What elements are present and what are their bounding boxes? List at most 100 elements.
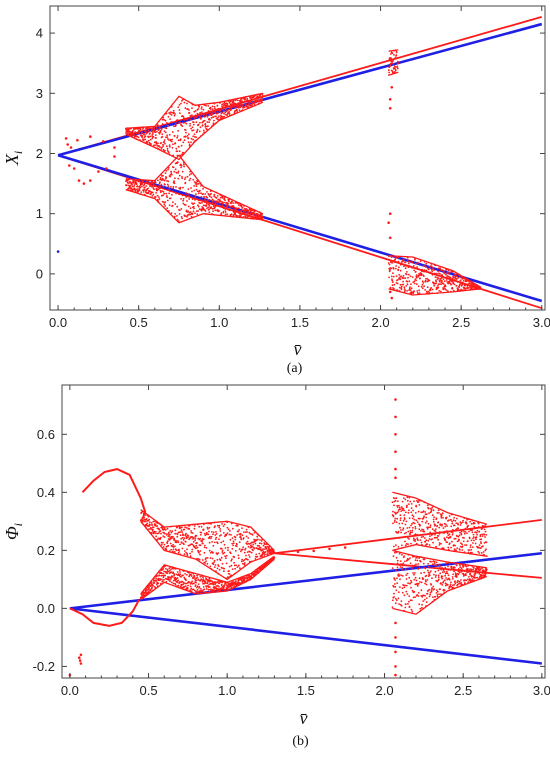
data-point bbox=[388, 71, 390, 74]
data-point bbox=[397, 260, 400, 263]
data-point bbox=[408, 605, 411, 608]
data-point bbox=[437, 509, 440, 512]
data-point bbox=[419, 524, 422, 527]
data-point bbox=[248, 531, 251, 534]
data-point bbox=[416, 499, 418, 502]
data-point bbox=[455, 273, 457, 276]
data-point bbox=[414, 596, 416, 598]
data-point bbox=[163, 536, 166, 538]
data-point bbox=[180, 542, 183, 544]
data-point bbox=[200, 578, 203, 581]
data-point bbox=[420, 541, 423, 544]
data-point bbox=[391, 599, 394, 602]
data-point bbox=[391, 278, 393, 281]
data-point bbox=[237, 530, 240, 533]
data-point bbox=[228, 209, 231, 212]
data-point bbox=[413, 280, 416, 283]
data-point bbox=[410, 586, 412, 589]
data-point bbox=[234, 538, 237, 541]
data-point bbox=[131, 185, 134, 188]
data-point bbox=[477, 546, 480, 549]
data-point bbox=[448, 533, 451, 536]
data-point bbox=[398, 506, 401, 509]
data-point bbox=[466, 578, 469, 581]
band-lower-edge bbox=[388, 288, 481, 296]
data-point bbox=[395, 497, 398, 500]
data-point bbox=[185, 551, 188, 554]
data-point bbox=[171, 537, 173, 540]
data-point bbox=[192, 138, 195, 141]
data-point bbox=[438, 578, 440, 581]
data-point bbox=[245, 103, 248, 106]
data-point bbox=[237, 557, 240, 560]
data-point bbox=[420, 529, 422, 532]
data-point bbox=[171, 131, 174, 133]
data-point bbox=[231, 527, 234, 530]
data-point bbox=[484, 530, 487, 533]
data-point bbox=[437, 277, 440, 280]
data-point bbox=[240, 550, 242, 553]
data-point bbox=[223, 201, 225, 204]
data-point bbox=[401, 553, 403, 556]
data-point bbox=[215, 533, 218, 535]
data-point bbox=[441, 280, 443, 282]
data-point bbox=[230, 534, 232, 536]
data-point bbox=[428, 538, 431, 540]
data-point bbox=[180, 102, 182, 105]
data-point bbox=[188, 528, 191, 530]
plot-area bbox=[68, 398, 543, 677]
data-point bbox=[218, 538, 220, 541]
data-point bbox=[212, 533, 214, 536]
data-point bbox=[392, 555, 395, 557]
data-point bbox=[176, 135, 179, 137]
data-point bbox=[195, 181, 198, 184]
data-point bbox=[457, 573, 460, 576]
data-point bbox=[223, 567, 226, 570]
data-point bbox=[199, 553, 201, 556]
data-point bbox=[401, 276, 404, 279]
data-point bbox=[212, 588, 214, 591]
data-point bbox=[101, 140, 105, 143]
data-point bbox=[191, 550, 193, 553]
x-tick-label: 0.0 bbox=[61, 683, 79, 698]
data-point bbox=[450, 585, 453, 588]
data-point bbox=[420, 511, 423, 514]
data-point bbox=[205, 104, 207, 107]
data-point bbox=[439, 588, 441, 591]
data-point bbox=[154, 181, 157, 184]
data-point bbox=[249, 542, 252, 545]
data-point bbox=[256, 99, 259, 102]
data-point bbox=[225, 562, 228, 565]
data-point bbox=[180, 144, 183, 147]
data-point bbox=[218, 526, 221, 529]
data-point bbox=[414, 262, 417, 265]
data-point bbox=[188, 194, 190, 197]
y-tick-label: 0.6 bbox=[37, 427, 55, 442]
data-point bbox=[170, 186, 172, 188]
data-point bbox=[476, 533, 478, 536]
data-point bbox=[261, 99, 264, 101]
data-point bbox=[458, 582, 461, 585]
data-point bbox=[234, 536, 237, 538]
data-point bbox=[135, 183, 138, 186]
data-point bbox=[439, 273, 441, 275]
data-point bbox=[423, 558, 426, 561]
data-point bbox=[453, 524, 456, 527]
data-point bbox=[186, 135, 189, 137]
data-point bbox=[394, 476, 397, 480]
data-point bbox=[394, 673, 397, 677]
data-point bbox=[396, 506, 399, 508]
data-point bbox=[159, 181, 161, 184]
data-point bbox=[430, 589, 433, 591]
data-point bbox=[191, 213, 194, 216]
data-point bbox=[206, 557, 209, 559]
data-point bbox=[231, 537, 234, 539]
data-point bbox=[220, 547, 223, 550]
data-point bbox=[416, 582, 418, 585]
data-point bbox=[225, 554, 228, 557]
data-point bbox=[239, 535, 242, 537]
data-point bbox=[427, 280, 429, 283]
data-point bbox=[191, 548, 194, 551]
data-point bbox=[422, 535, 425, 538]
data-point bbox=[463, 582, 466, 584]
